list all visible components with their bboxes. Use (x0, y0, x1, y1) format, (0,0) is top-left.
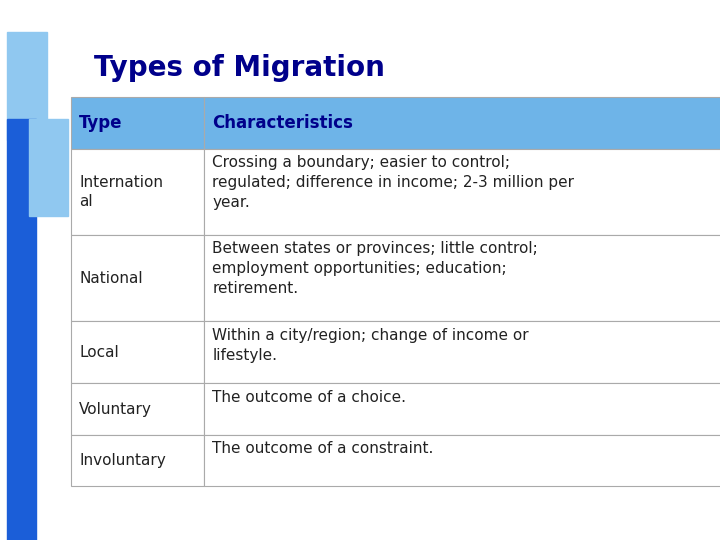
FancyBboxPatch shape (71, 148, 204, 235)
Text: Local: Local (79, 345, 119, 360)
Text: National: National (79, 271, 143, 286)
Text: Types of Migration: Types of Migration (94, 54, 384, 82)
FancyBboxPatch shape (204, 148, 720, 235)
FancyBboxPatch shape (204, 97, 720, 149)
FancyBboxPatch shape (71, 97, 204, 149)
FancyBboxPatch shape (204, 235, 720, 321)
Text: Characteristics: Characteristics (212, 114, 354, 132)
Text: Voluntary: Voluntary (79, 402, 152, 416)
Text: Between states or provinces; little control;
employment opportunities; education: Between states or provinces; little cont… (212, 241, 538, 296)
FancyBboxPatch shape (71, 321, 204, 383)
Text: Within a city/region; change of income or
lifestyle.: Within a city/region; change of income o… (212, 328, 529, 362)
Text: Crossing a boundary; easier to control;
regulated; difference in income; 2-3 mil: Crossing a boundary; easier to control; … (212, 155, 575, 210)
Text: Type: Type (79, 114, 122, 132)
Text: The outcome of a constraint.: The outcome of a constraint. (212, 441, 433, 456)
Text: Internation
al: Internation al (79, 175, 163, 208)
FancyBboxPatch shape (204, 435, 720, 486)
FancyBboxPatch shape (71, 435, 204, 486)
Text: The outcome of a choice.: The outcome of a choice. (212, 390, 406, 405)
FancyBboxPatch shape (204, 321, 720, 383)
FancyBboxPatch shape (204, 383, 720, 435)
FancyBboxPatch shape (71, 383, 204, 435)
FancyBboxPatch shape (71, 235, 204, 321)
Text: Involuntary: Involuntary (79, 453, 166, 468)
